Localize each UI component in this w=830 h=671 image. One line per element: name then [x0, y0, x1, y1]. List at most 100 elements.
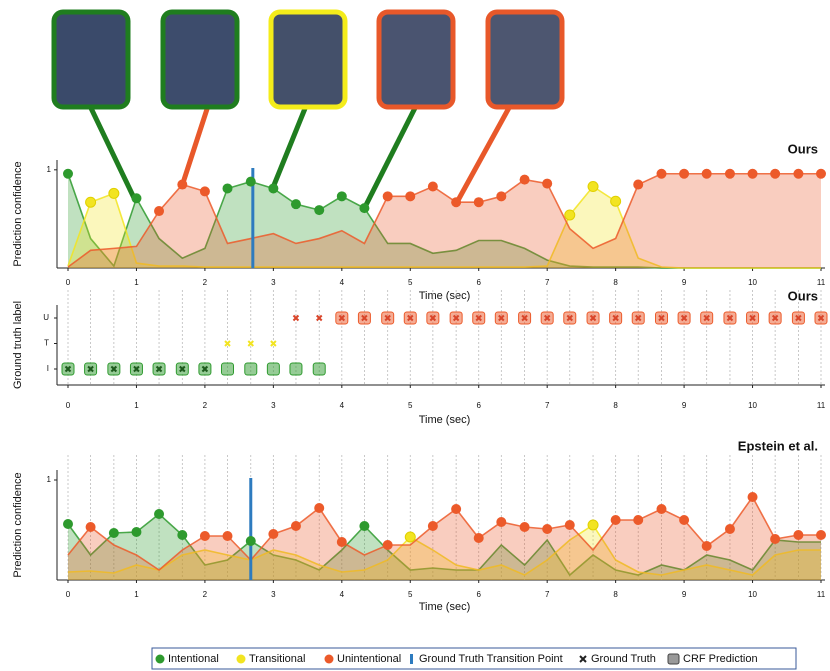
crf-prediction-box [244, 362, 258, 376]
x-tick-label: 8 [613, 401, 618, 410]
x-tick-label: 7 [545, 278, 550, 287]
confidence-point [519, 174, 530, 185]
ground-truth-mark [703, 314, 710, 322]
x-tick-label: 1 [134, 590, 139, 599]
y-tick-label: U [43, 313, 49, 322]
ground-truth-mark [612, 314, 619, 322]
legend-label: Intentional [168, 653, 219, 665]
crf-prediction-box [266, 362, 280, 376]
ground-truth-mark [452, 314, 460, 322]
confidence-point [451, 197, 462, 208]
x-tick-label: 7 [545, 401, 550, 410]
x-tick-label: 0 [66, 401, 71, 410]
confidence-point [701, 168, 712, 179]
frame-connector [87, 104, 138, 202]
ground-truth-mark [635, 314, 642, 322]
confidence-point [245, 176, 256, 187]
confidence-point [564, 520, 575, 530]
ground-truth-mark [726, 314, 734, 322]
confidence-point [154, 206, 165, 217]
ground-truth-mark [771, 314, 779, 322]
ground-truth-mark [201, 365, 209, 373]
confidence-point [131, 527, 142, 537]
confidence-line [67, 172, 821, 268]
confidence-point [770, 534, 781, 544]
confidence-point [633, 515, 644, 525]
confidence-point [404, 531, 416, 543]
ground-truth-mark [795, 314, 802, 322]
ground-truth-mark [407, 314, 414, 322]
confidence-point [473, 197, 484, 208]
confidence-area [68, 514, 821, 580]
confidence-point [199, 186, 210, 197]
ground-truth-mark [292, 314, 300, 322]
ground-truth-mark [589, 314, 597, 322]
confidence-point [268, 529, 279, 539]
confidence-point [336, 537, 347, 547]
video-frames [51, 9, 565, 211]
ground-truth-mark [384, 314, 391, 322]
confidence-point [427, 521, 438, 531]
x-tick-label: 8 [613, 278, 618, 287]
x-tick-label: 10 [748, 278, 757, 287]
confidence-line [67, 523, 821, 576]
legend-label: Ground Truth Transition Point [419, 653, 563, 665]
x-tick-label: 4 [340, 401, 345, 410]
confidence-point [336, 191, 347, 202]
confidence-point [564, 209, 576, 221]
legend-marker [155, 654, 165, 664]
legend-label: CRF Prediction [683, 653, 758, 665]
confidence-point [656, 168, 667, 179]
confidence-line [67, 512, 821, 577]
x-tick-label: 1 [134, 401, 139, 410]
confidence-point [724, 524, 735, 534]
ground-truth-mark [749, 314, 756, 322]
ground-truth-mark [521, 314, 528, 322]
confidence-point [496, 191, 507, 202]
y-tick-label: T [44, 339, 49, 348]
confidence-point [610, 515, 621, 525]
confidence-point [656, 504, 667, 514]
x-tick-label: 2 [203, 590, 208, 599]
confidence-line [67, 495, 821, 572]
confidence-point [427, 181, 438, 192]
legend-marker [579, 655, 587, 663]
crf-prediction-box [312, 362, 326, 376]
confidence-point [679, 168, 690, 179]
x-tick-label: 9 [682, 401, 687, 410]
chart-title: Ours [788, 141, 818, 156]
legend-marker [236, 654, 246, 664]
confidence-point [359, 521, 370, 531]
x-tick-label: 7 [545, 590, 550, 599]
confidence-point [382, 540, 393, 550]
ground-truth-mark [224, 340, 231, 347]
ground-truth-mark [316, 314, 323, 322]
confidence-point [85, 522, 96, 532]
x-tick-label: 6 [477, 590, 482, 599]
confidence-point [542, 178, 553, 189]
confidence-point [405, 191, 416, 202]
confidence-point [610, 195, 622, 207]
confidence-point [747, 492, 758, 502]
confidence-point [724, 168, 735, 179]
confidence-point [108, 187, 120, 199]
x-tick-label: 8 [613, 590, 618, 599]
confidence-point [108, 528, 119, 538]
legend-label: Ground Truth [591, 653, 656, 665]
confidence-point [451, 504, 462, 514]
ground-truth-mark [338, 314, 346, 322]
ground-truth-mark [658, 314, 665, 322]
confidence-point [793, 530, 804, 540]
confidence-point [473, 533, 484, 543]
confidence-point [290, 521, 301, 531]
legend-marker [410, 654, 413, 664]
ground-truth-mark [133, 365, 140, 373]
confidence-point [63, 168, 73, 179]
ground-truth-mark [475, 314, 482, 322]
x-tick-label: 9 [682, 278, 687, 287]
x-tick-label: 5 [408, 590, 413, 599]
legend-marker [667, 653, 680, 665]
ground-truth-mark [87, 365, 94, 373]
frame-thumbnail [51, 9, 131, 110]
confidence-line [67, 185, 821, 269]
